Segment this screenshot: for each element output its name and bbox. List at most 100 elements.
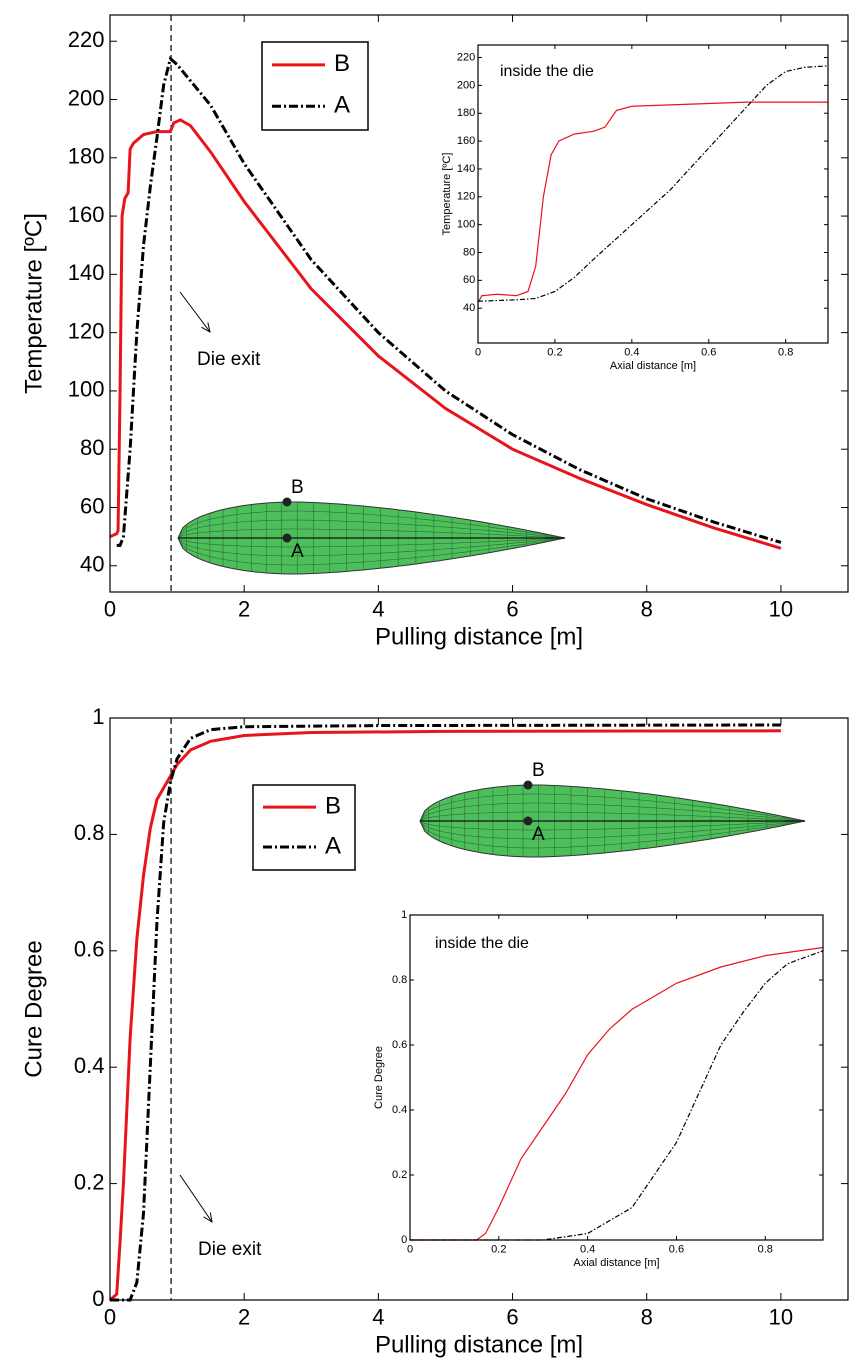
- annotation: B: [291, 477, 304, 498]
- legend-box: [261, 41, 369, 131]
- axes-frame: [109, 14, 849, 593]
- mesh-line: [419, 811, 806, 822]
- x-tick-label: 4: [372, 597, 384, 622]
- x-tick-label: 6: [506, 597, 518, 622]
- x-axis-label: Axial distance [m]: [610, 360, 696, 372]
- x-tick-label: 6: [506, 1305, 518, 1330]
- legend-label: A: [325, 832, 341, 859]
- x-tick-label: 0.2: [547, 346, 562, 358]
- y-tick-label: 220: [68, 27, 105, 52]
- point-b: [282, 497, 292, 507]
- y-tick-label: 80: [80, 435, 104, 460]
- legend-box: [252, 784, 356, 871]
- y-tick-label: 0.6: [74, 937, 105, 962]
- annotation: Die exit: [197, 349, 261, 370]
- y-tick-label: 0.8: [74, 820, 105, 845]
- y-tick-label: 1: [92, 704, 104, 729]
- mesh-line: [419, 820, 806, 831]
- y-tick-label: 0.2: [392, 1169, 407, 1181]
- y-tick-label: 200: [457, 79, 475, 91]
- y-tick-label: 0.8: [392, 974, 407, 986]
- y-tick-label: 140: [457, 163, 475, 175]
- point-a: [282, 533, 292, 543]
- chart: 0 0.2 0.4 0.6 0.8 0 0.2 0.4 0.6 0.8 1 Axial distanc…: [373, 909, 824, 1269]
- x-tick-label: 0: [104, 597, 116, 622]
- y-axis-label: Temperature [ºC]: [20, 213, 47, 394]
- legend-label: A: [334, 92, 350, 119]
- annotation: inside the die: [500, 63, 594, 80]
- x-tick-label: 10: [769, 1305, 793, 1330]
- y-tick-label: 40: [463, 302, 475, 314]
- y-tick-label: 0.4: [74, 1053, 105, 1078]
- y-tick-label: 220: [457, 51, 475, 63]
- legend-label: B: [325, 792, 341, 819]
- y-tick-label: 100: [68, 377, 105, 402]
- x-tick-label: 0.4: [580, 1243, 595, 1255]
- mesh-line: [177, 510, 566, 539]
- series-line: [477, 101, 828, 303]
- legend-label: B: [334, 50, 350, 77]
- x-tick-label: 0: [407, 1243, 413, 1255]
- annotation: Die exit: [198, 1239, 262, 1260]
- mesh-line: [419, 793, 806, 822]
- x-tick-label: 0.2: [491, 1243, 506, 1255]
- y-tick-label: 0: [401, 1234, 407, 1246]
- x-tick-label: 0.6: [669, 1243, 684, 1255]
- annotation: inside the die: [435, 935, 529, 952]
- y-tick-label: 140: [68, 260, 105, 285]
- x-tick-label: 0.6: [701, 346, 716, 358]
- y-tick-label: 120: [68, 318, 105, 343]
- annotation: A: [291, 541, 304, 562]
- x-tick-label: 0.8: [758, 1243, 773, 1255]
- y-tick-label: 60: [463, 274, 475, 286]
- series-line: [109, 729, 781, 1302]
- y-tick-label: 180: [68, 144, 105, 169]
- series-line: [410, 950, 824, 1241]
- x-axis-label: Axial distance [m]: [573, 1257, 659, 1269]
- y-tick-label: 40: [80, 552, 104, 577]
- x-tick-label: 0: [104, 1305, 116, 1330]
- point-a: [523, 816, 533, 826]
- y-tick-label: 120: [457, 191, 475, 203]
- x-tick-label: 2: [238, 1305, 250, 1330]
- y-tick-label: 0.2: [74, 1169, 105, 1194]
- y-tick-label: 200: [68, 85, 105, 110]
- mesh-line: [177, 537, 566, 566]
- y-tick-label: 160: [68, 202, 105, 227]
- mesh-line: [177, 537, 566, 557]
- y-tick-label: 80: [463, 246, 475, 258]
- axes-frame: [477, 44, 829, 344]
- y-tick-label: 0.4: [392, 1104, 407, 1116]
- x-tick-label: 8: [641, 597, 653, 622]
- y-tick-label: 0: [92, 1286, 104, 1311]
- annotation: B: [532, 760, 545, 781]
- series-line: [410, 946, 824, 1241]
- y-tick-label: 180: [457, 107, 475, 119]
- y-axis-label: Cure Degree: [20, 940, 47, 1077]
- y-tick-label: 100: [457, 219, 475, 231]
- y-tick-label: 1: [401, 909, 407, 921]
- x-tick-label: 0.8: [778, 346, 793, 358]
- point-b: [523, 780, 533, 790]
- y-tick-label: 160: [457, 135, 475, 147]
- y-tick-label: 0.6: [392, 1039, 407, 1051]
- mesh-line: [419, 820, 806, 849]
- axes-frame: [409, 914, 824, 1241]
- x-tick-label: 10: [769, 597, 793, 622]
- axes-frame: [109, 717, 849, 1301]
- series-line: [116, 55, 782, 547]
- arrow: [179, 1174, 212, 1222]
- x-axis-label: Pulling distance [m]: [375, 624, 583, 651]
- mesh-line: [177, 519, 566, 539]
- x-tick-label: 8: [641, 1305, 653, 1330]
- x-axis-label: Pulling distance [m]: [375, 1332, 583, 1359]
- series-line: [109, 118, 782, 550]
- mesh-line: [419, 802, 806, 822]
- plot-area: [478, 45, 828, 343]
- x-tick-label: 2: [238, 597, 250, 622]
- x-tick-label: 4: [372, 1305, 384, 1330]
- y-axis-label: Cure Degree: [373, 1046, 385, 1109]
- mesh-line: [177, 528, 566, 539]
- mesh-line: [177, 537, 566, 548]
